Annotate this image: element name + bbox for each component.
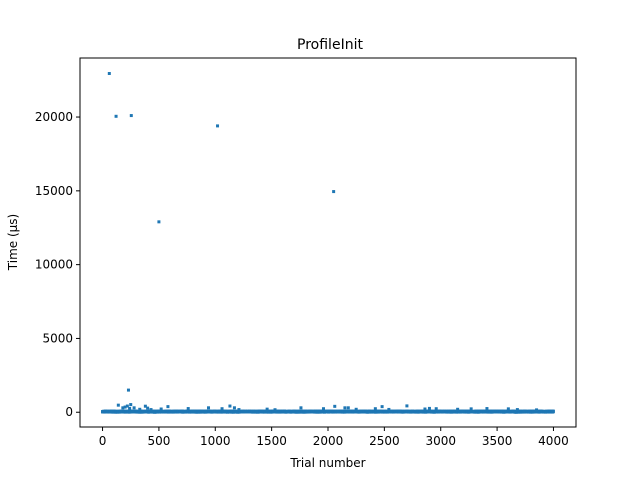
- data-point: [116, 403, 120, 407]
- x-tick-label: 500: [147, 434, 170, 448]
- data-point: [107, 72, 111, 75]
- plot-frame: [79, 57, 577, 428]
- y-tick-label: 5000: [42, 331, 73, 345]
- data-point: [149, 408, 153, 412]
- data-point: [129, 114, 133, 118]
- data-point: [506, 407, 510, 411]
- data-point: [228, 404, 232, 408]
- x-tick-label: 1000: [200, 434, 231, 448]
- data-point: [265, 407, 269, 411]
- data-point: [138, 407, 142, 411]
- data-point: [207, 406, 211, 410]
- y-tick-label: 15000: [35, 184, 73, 198]
- x-axis-ticks: 0 500 1000 1500 2000 2500 3000 3500 4000: [99, 427, 569, 448]
- data-point: [321, 407, 325, 411]
- data-point: [129, 403, 133, 407]
- data-point: [387, 407, 391, 411]
- data-point: [143, 404, 147, 408]
- data-point: [114, 114, 118, 118]
- data-point: [146, 406, 150, 410]
- data-point: [535, 408, 539, 412]
- baseline-point: [551, 409, 555, 413]
- x-tick-label: 4000: [538, 434, 569, 448]
- data-point: [232, 406, 236, 410]
- data-point: [405, 404, 409, 408]
- chart-title: ProfileInit: [297, 37, 363, 53]
- x-tick-label: 3500: [482, 434, 513, 448]
- data-point: [126, 388, 130, 392]
- data-point: [273, 408, 277, 412]
- data-point: [132, 406, 136, 410]
- x-tick-label: 0: [99, 434, 107, 448]
- y-axis-ticks: 0 5000 10000 15000 20000: [35, 110, 80, 419]
- data-point: [159, 407, 163, 411]
- y-tick-label: 10000: [35, 258, 73, 272]
- data-point: [157, 220, 161, 224]
- data-point: [121, 406, 125, 410]
- data-points: [101, 72, 555, 414]
- data-point: [332, 190, 336, 194]
- x-tick-label: 2500: [369, 434, 400, 448]
- x-axis-label: Trial number: [289, 456, 365, 470]
- data-point: [456, 407, 460, 411]
- data-point: [346, 406, 350, 410]
- data-point: [220, 407, 224, 411]
- data-point: [128, 406, 132, 410]
- data-point: [373, 407, 377, 411]
- data-point: [333, 404, 337, 408]
- data-point: [166, 405, 170, 409]
- data-point: [423, 407, 427, 411]
- data-point: [299, 406, 303, 410]
- data-point: [125, 404, 129, 408]
- data-point: [237, 408, 241, 412]
- y-tick-label: 0: [65, 405, 73, 419]
- y-axis-label: Time (µs): [6, 214, 20, 271]
- data-point: [343, 406, 347, 410]
- x-tick-label: 1500: [256, 434, 287, 448]
- data-point: [216, 124, 220, 128]
- data-point: [515, 408, 519, 412]
- data-point: [380, 405, 384, 409]
- data-point: [485, 407, 489, 411]
- data-point: [469, 407, 473, 411]
- y-tick-label: 20000: [35, 110, 73, 124]
- data-point: [434, 407, 438, 411]
- x-tick-label: 3000: [425, 434, 456, 448]
- data-point: [123, 405, 127, 409]
- x-tick-label: 2000: [313, 434, 344, 448]
- data-point: [354, 407, 358, 411]
- data-point: [186, 407, 190, 411]
- data-point: [427, 406, 431, 410]
